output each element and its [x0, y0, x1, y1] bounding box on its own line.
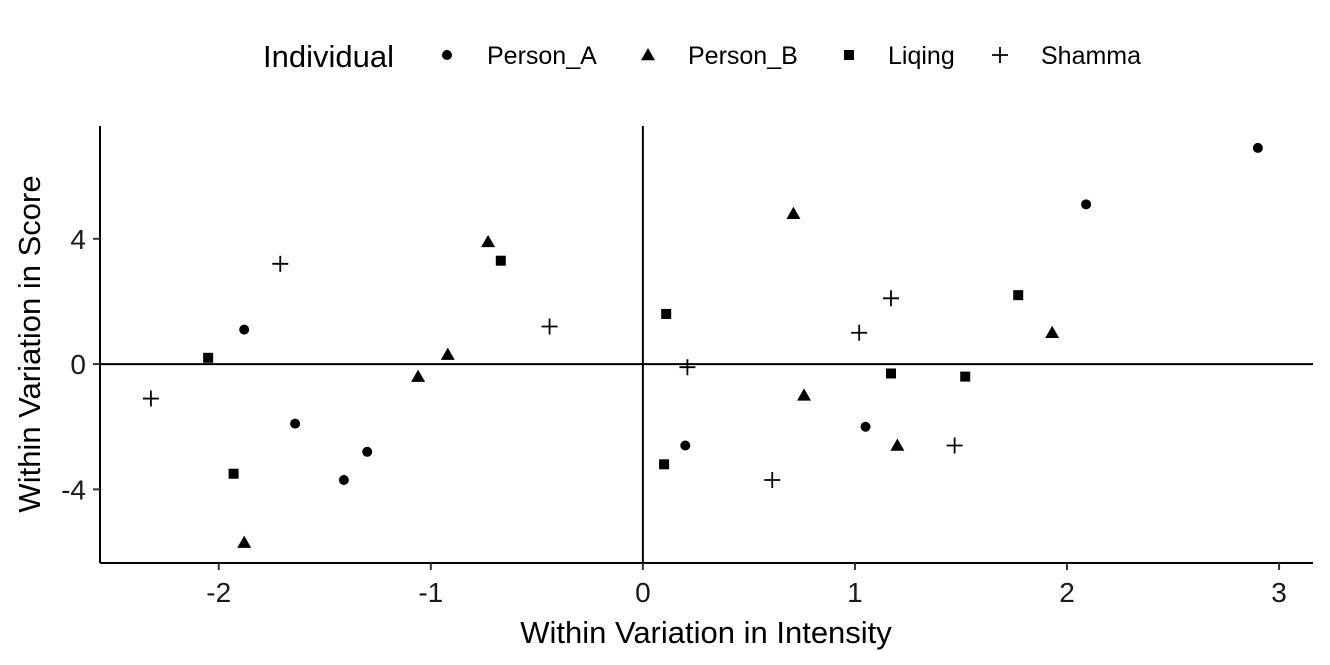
- data-point-square: [960, 371, 971, 382]
- legend-item-person-b: Person_B: [641, 42, 798, 70]
- legend-item-person-a: Person_A: [442, 42, 597, 70]
- y-tick-label: 0: [70, 349, 86, 380]
- legend-label: Person_B: [688, 42, 798, 70]
- legend-square-icon: [844, 50, 854, 60]
- series-shamma: [142, 255, 963, 488]
- data-point-square: [661, 308, 672, 319]
- data-point-circle: [680, 440, 691, 451]
- data-point-triangle: [786, 206, 801, 219]
- data-point-triangle: [440, 347, 455, 360]
- plot-area: -2 -1 0 1 2 3 -4 0 4: [61, 126, 1313, 608]
- data-point-circle: [1081, 199, 1092, 210]
- y-tick-label: -4: [61, 474, 86, 505]
- data-point-circle: [338, 474, 349, 485]
- data-point-plus: [764, 471, 781, 488]
- data-point-plus: [882, 290, 899, 307]
- x-tick-label: -1: [418, 577, 443, 608]
- legend: Individual Person_A Person_B Liqing Shamma: [263, 39, 1141, 74]
- y-tick-label: 4: [70, 224, 86, 255]
- data-point-triangle: [411, 369, 426, 382]
- legend-circle-icon: [442, 50, 452, 60]
- series-person-a: [239, 142, 1263, 485]
- x-tick-label: 3: [1271, 577, 1287, 608]
- data-point-triangle: [481, 234, 496, 248]
- data-point-square: [1013, 290, 1024, 301]
- data-point-triangle: [237, 535, 252, 548]
- x-tick-label: -2: [206, 577, 231, 608]
- legend-label: Shamma: [1041, 42, 1141, 70]
- x-axis-title: Within Variation in Intensity: [520, 615, 892, 650]
- data-point-square: [203, 352, 214, 363]
- data-point-circle: [362, 446, 373, 457]
- data-point-square: [495, 255, 506, 266]
- data-point-plus: [679, 359, 696, 376]
- data-point-square: [228, 468, 239, 479]
- series-liqing: [203, 255, 1024, 479]
- data-point-plus: [142, 390, 159, 407]
- legend-item-shamma: Shamma: [992, 42, 1141, 70]
- x-tick-label: 2: [1059, 577, 1075, 608]
- legend-title: Individual: [263, 39, 394, 74]
- data-point-circle: [1252, 142, 1263, 153]
- data-point-triangle: [797, 388, 812, 401]
- legend-label: Liqing: [888, 42, 955, 70]
- data-point-plus: [541, 318, 558, 335]
- data-point-circle: [860, 421, 871, 432]
- data-point-circle: [290, 418, 301, 429]
- series-person-b: [237, 206, 1060, 548]
- legend-item-liqing: Liqing: [844, 42, 955, 70]
- legend-plus-icon: [992, 47, 1008, 63]
- data-point-plus: [946, 437, 963, 454]
- data-point-triangle: [890, 438, 905, 451]
- legend-label: Person_A: [487, 42, 597, 70]
- y-axis-title: Within Variation in Score: [12, 175, 47, 512]
- x-tick-label: 1: [847, 577, 863, 608]
- data-point-plus: [851, 324, 868, 341]
- data-point-triangle: [1045, 325, 1060, 339]
- data-point-plus: [272, 255, 289, 272]
- data-point-circle: [239, 324, 250, 335]
- data-point-square: [885, 368, 896, 379]
- data-point-square: [659, 459, 670, 470]
- x-tick-label: 0: [635, 577, 651, 608]
- legend-triangle-icon: [641, 48, 655, 61]
